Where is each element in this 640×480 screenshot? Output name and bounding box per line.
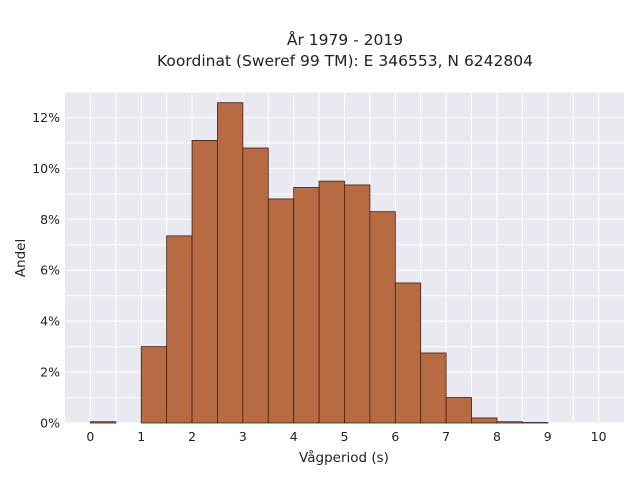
histogram-bar	[267, 198, 295, 424]
histogram-bar	[445, 397, 472, 424]
histogram-bar	[293, 187, 320, 424]
histogram-bar	[90, 421, 117, 424]
histogram-bar	[217, 102, 244, 424]
x-tick-label: 0	[86, 429, 94, 444]
y-axis-label: Andel	[13, 239, 29, 277]
x-tick-label: 7	[442, 429, 450, 444]
x-tick-label: 5	[341, 429, 349, 444]
x-tick-label: 2	[188, 429, 196, 444]
chart-title-line-2: Koordinat (Sweref 99 TM): E 346553, N 62…	[157, 52, 533, 70]
x-tick-label: 1	[137, 429, 145, 444]
x-tick-label: 3	[239, 429, 247, 444]
y-tick-label: 2%	[40, 365, 60, 380]
y-axis-ticks: 0% 2% 4% 6% 8% 10% 12%	[32, 110, 60, 431]
histogram-bar	[369, 211, 396, 424]
y-tick-label: 0%	[40, 416, 60, 431]
histogram-bar	[420, 352, 447, 424]
y-tick-label: 4%	[40, 314, 60, 329]
x-tick-label: 9	[544, 429, 552, 444]
histogram-bar	[140, 346, 168, 424]
y-tick-label: 8%	[40, 212, 60, 227]
x-tick-label: 6	[391, 429, 399, 444]
y-tick-label: 12%	[32, 110, 60, 125]
histogram-bar	[318, 180, 345, 424]
histogram-bar	[191, 139, 218, 424]
x-tick-label: 4	[290, 429, 298, 444]
histogram-bar	[242, 147, 269, 424]
histogram-bar	[166, 235, 193, 424]
x-tick-label: 10	[591, 429, 607, 444]
histogram-bar	[394, 282, 422, 424]
y-tick-label: 10%	[32, 161, 60, 176]
histogram-bar	[344, 184, 371, 424]
histogram-bar	[521, 422, 549, 424]
x-axis-label: Vågperiod (s)	[299, 449, 389, 466]
chart-title-line-1: År 1979 - 2019	[287, 30, 403, 49]
bars	[90, 102, 549, 424]
x-tick-label: 8	[493, 429, 501, 444]
x-axis-ticks: 0 1 2 3 4 5 6 7 8 9 10	[86, 429, 606, 444]
y-tick-label: 6%	[40, 263, 60, 278]
histogram-bar	[496, 421, 523, 424]
histogram-bar	[471, 417, 498, 424]
